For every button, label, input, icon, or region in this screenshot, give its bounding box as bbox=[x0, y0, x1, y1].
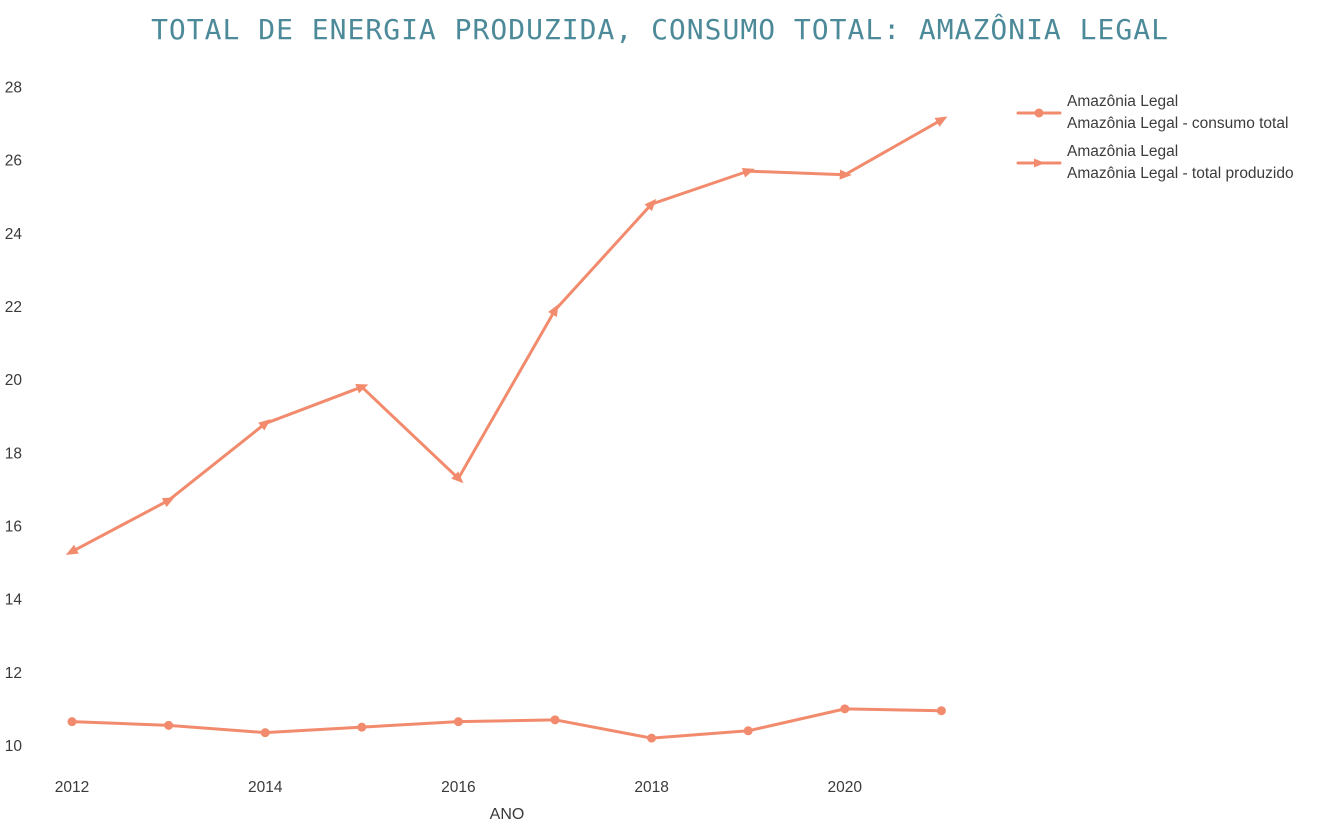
x-tick-label: 2012 bbox=[55, 779, 89, 796]
legend-line-circle-icon bbox=[1016, 108, 1062, 118]
x-tick-label: 2016 bbox=[441, 779, 475, 796]
legend-label-line: Amazônia Legal bbox=[1067, 143, 1179, 160]
legend-entry[interactable]: Amazônia Legal Amazônia Legal - total pro… bbox=[1016, 141, 1294, 185]
data-point-marker bbox=[355, 384, 369, 394]
legend-label: Amazônia Legal Amazônia Legal - total pro… bbox=[1067, 141, 1294, 185]
y-tick-label: 22 bbox=[5, 299, 22, 316]
y-tick-label: 20 bbox=[5, 372, 23, 389]
data-point-marker bbox=[258, 419, 271, 431]
data-point-marker bbox=[647, 733, 657, 743]
data-point-marker bbox=[839, 169, 852, 180]
x-tick-label: 2020 bbox=[828, 779, 863, 796]
y-tick-label: 14 bbox=[5, 592, 23, 609]
legend-line-arrow-icon bbox=[1016, 158, 1062, 168]
data-point-marker bbox=[644, 198, 657, 212]
data-point-marker bbox=[743, 726, 753, 736]
legend-label-line: Amazônia Legal - consumo total bbox=[1067, 115, 1289, 132]
y-tick-label: 16 bbox=[5, 518, 22, 535]
y-tick-label: 28 bbox=[5, 80, 22, 97]
legend-label: Amazônia Legal Amazônia Legal - consumo t… bbox=[1067, 91, 1288, 135]
legend-entry[interactable]: Amazônia Legal Amazônia Legal - consumo t… bbox=[1016, 91, 1294, 135]
legend-label-line: Amazônia Legal - total produzido bbox=[1067, 165, 1294, 182]
x-tick-label: 2018 bbox=[634, 779, 668, 796]
data-point-marker bbox=[550, 715, 560, 725]
x-axis-title: ANO bbox=[489, 806, 525, 823]
data-point-marker bbox=[260, 728, 270, 738]
data-point-marker bbox=[161, 497, 175, 508]
x-tick-label: 2014 bbox=[248, 779, 283, 796]
data-point-marker bbox=[357, 722, 367, 732]
data-point-marker bbox=[934, 116, 948, 127]
chart-title: TOTAL DE ENERGIA PRODUZIDA, CONSUMO TOTA… bbox=[151, 13, 1169, 46]
data-point-marker bbox=[451, 471, 464, 484]
data-point-marker bbox=[840, 704, 850, 714]
series-line-circle bbox=[70, 707, 943, 740]
data-point-marker bbox=[548, 304, 559, 317]
data-point-marker bbox=[936, 706, 946, 716]
data-point-marker bbox=[164, 720, 174, 730]
y-tick-label: 12 bbox=[5, 665, 22, 682]
legend-label-line: Amazônia Legal bbox=[1067, 93, 1179, 110]
y-tick-label: 26 bbox=[5, 153, 22, 170]
data-point-marker bbox=[741, 168, 755, 178]
legend: Amazônia Legal Amazônia Legal - consumo t… bbox=[1016, 91, 1294, 191]
y-tick-label: 10 bbox=[5, 738, 23, 755]
data-point-marker bbox=[65, 544, 79, 555]
y-tick-label: 24 bbox=[5, 226, 23, 243]
data-point-marker bbox=[453, 717, 463, 727]
data-point-marker bbox=[67, 717, 77, 727]
y-tick-label: 18 bbox=[5, 445, 22, 462]
series-line-arrow bbox=[70, 118, 943, 554]
